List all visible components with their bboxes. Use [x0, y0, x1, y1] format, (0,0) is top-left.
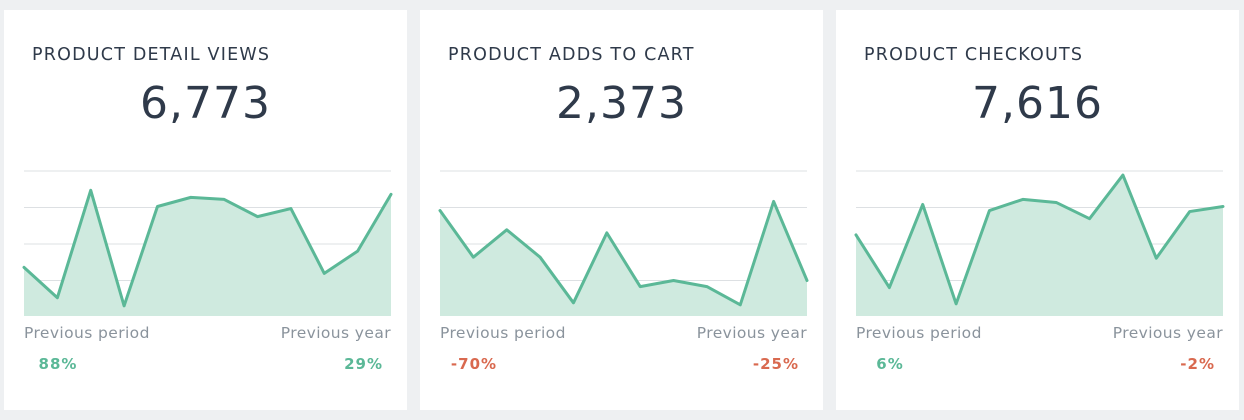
card-product-checkouts: PRODUCT CHECKOUTS 7,616 Previous period … — [836, 10, 1239, 410]
card-title: PRODUCT ADDS TO CART — [448, 45, 695, 65]
series-line — [22, 188, 393, 308]
previous-year-pct: -2% — [1180, 355, 1215, 373]
series-line — [438, 199, 809, 307]
previous-period-pct: -70% — [450, 355, 498, 373]
sparkline-chart — [438, 170, 809, 316]
previous-year-pct: -25% — [752, 355, 799, 373]
previous-period-label: Previous period — [440, 324, 566, 342]
previous-period-label: Previous period — [856, 324, 982, 342]
sparkline-chart — [22, 170, 393, 316]
previous-year-pct: 29% — [344, 355, 383, 373]
series-area — [856, 175, 1223, 316]
card-value: 2,373 — [556, 78, 687, 129]
card-title: PRODUCT CHECKOUTS — [864, 45, 1084, 65]
previous-period-pct: 6% — [876, 355, 904, 373]
previous-year-label: Previous year — [280, 324, 391, 342]
card-value: 7,616 — [972, 78, 1103, 129]
previous-year-label: Previous year — [1112, 324, 1223, 342]
sparkline-chart — [854, 170, 1225, 316]
card-value: 6,773 — [140, 78, 271, 129]
previous-period-pct: 88% — [38, 355, 78, 373]
card-product-adds-to-cart: PRODUCT ADDS TO CART 2,373 Previous peri… — [420, 10, 823, 410]
series-line — [854, 173, 1225, 306]
previous-period-label: Previous period — [24, 324, 150, 342]
card-title: PRODUCT DETAIL VIEWS — [32, 45, 271, 65]
series-area — [24, 190, 391, 316]
series-area — [440, 201, 807, 316]
card-product-detail-views: PRODUCT DETAIL VIEWS 6,773 Previous peri… — [4, 10, 407, 410]
previous-year-label: Previous year — [696, 324, 807, 342]
